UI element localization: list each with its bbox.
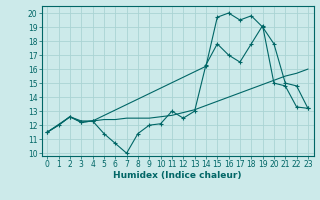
X-axis label: Humidex (Indice chaleur): Humidex (Indice chaleur) [113, 171, 242, 180]
